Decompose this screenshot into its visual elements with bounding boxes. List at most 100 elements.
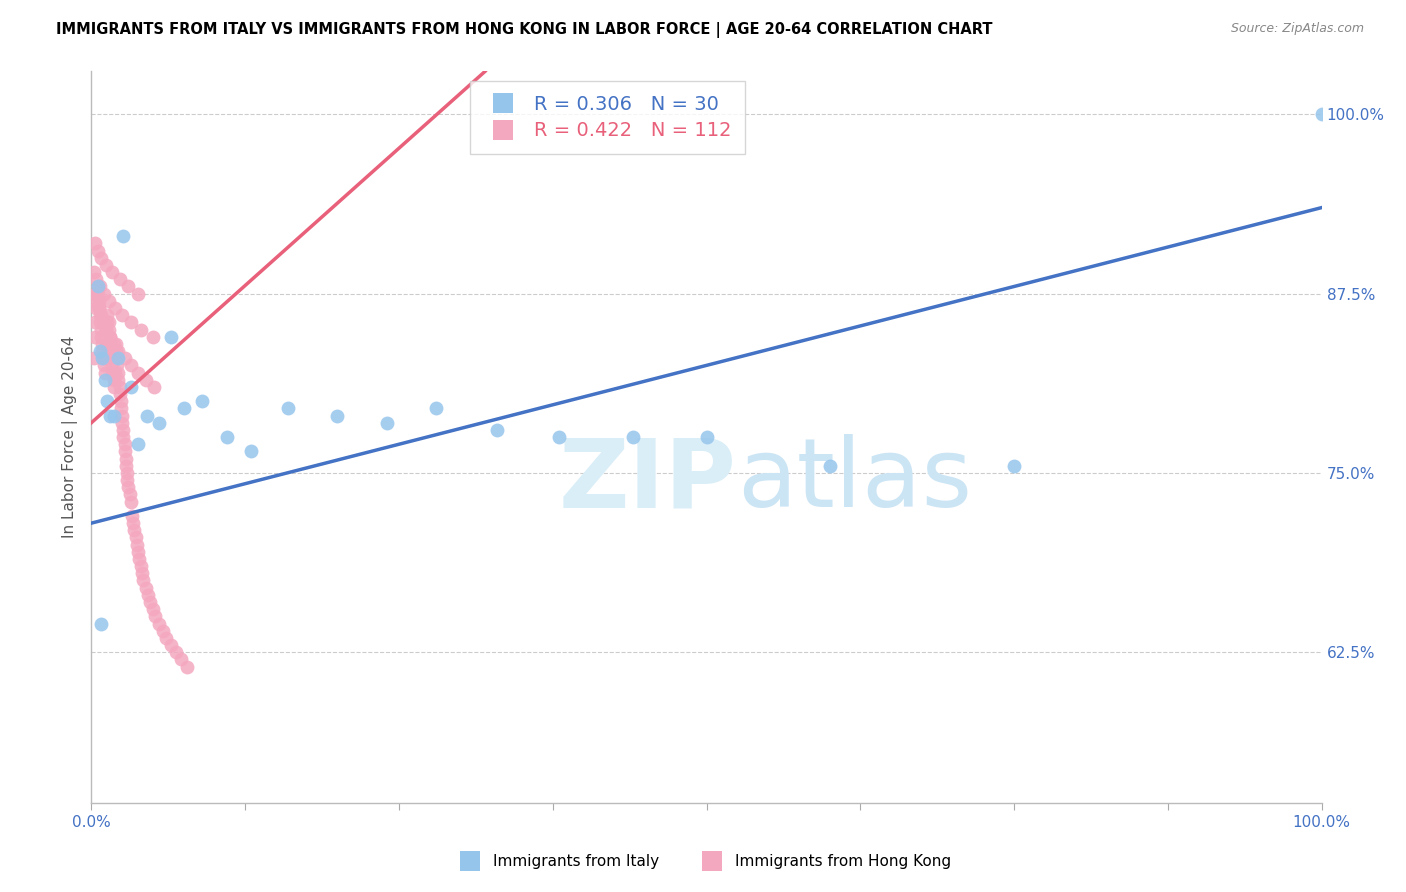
Point [94,366,117,380]
Point [108,380,131,394]
Point [111,409,134,423]
Point [108,272,131,286]
Point [93,359,115,373]
Point [127,545,149,559]
Point [152,624,174,638]
Point [86,279,108,293]
Point [90,329,112,343]
Point [105,336,127,351]
Point [104,351,127,366]
Point [122,516,145,530]
Point [91,336,114,351]
Point [111,416,134,430]
Point [93,315,115,329]
Point [176,659,198,673]
Point [117,480,139,494]
Point [135,373,156,387]
Point [155,631,177,645]
Point [107,373,129,387]
Point [103,380,125,394]
Point [136,588,159,602]
Point [94,351,117,366]
Point [127,286,149,301]
Point [120,380,142,394]
Point [818,458,841,473]
Point [124,531,146,545]
Point [240,444,263,458]
Point [98,329,121,343]
Point [96,315,118,329]
Point [1002,458,1025,473]
Legend: R = 0.306   N = 30, R = 0.422   N = 112: R = 0.306 N = 30, R = 0.422 N = 112 [470,81,745,154]
Point [100,351,122,366]
Point [96,322,117,336]
Point [93,351,115,366]
Point [86,286,108,301]
Point [425,401,447,416]
Point [110,401,132,416]
Point [101,265,124,279]
Point [173,401,195,416]
Point [96,308,118,322]
Point [1310,107,1333,121]
Point [90,322,112,336]
Point [135,581,156,595]
Point [114,444,136,458]
Point [96,394,118,409]
Point [112,229,135,244]
Point [191,394,214,409]
Point [114,351,136,366]
Point [165,645,187,659]
Point [129,322,152,336]
Point [87,301,110,315]
Point [103,409,125,423]
Point [107,366,129,380]
Point [98,329,121,343]
Point [120,494,142,508]
Point [131,566,153,581]
Point [215,430,238,444]
Point [83,351,105,366]
Point [94,373,117,387]
Point [104,301,127,315]
Point [84,329,107,343]
Point [105,351,128,366]
Point [114,437,136,451]
Point [87,301,110,315]
Point [120,315,142,329]
Point [142,602,165,616]
Point [104,366,127,380]
Point [112,423,135,437]
Point [84,286,107,301]
Point [486,423,509,437]
Point [148,416,170,430]
Point [86,286,108,301]
Point [96,322,117,336]
Point [105,359,128,373]
Point [86,279,108,293]
Point [125,538,148,552]
Point [170,652,193,666]
Point [89,315,111,329]
Point [91,344,114,359]
Point [128,552,150,566]
Text: IMMIGRANTS FROM ITALY VS IMMIGRANTS FROM HONG KONG IN LABOR FORCE | AGE 20-64 CO: IMMIGRANTS FROM ITALY VS IMMIGRANTS FROM… [56,22,993,38]
Point [117,279,139,293]
Point [86,272,108,286]
Point [96,258,117,272]
Point [89,308,111,322]
Text: atlas: atlas [737,434,973,527]
Point [110,394,132,409]
Point [90,251,112,265]
Point [124,524,146,538]
Point [98,336,121,351]
Point [114,458,138,473]
Point [83,265,105,279]
Point [129,559,152,574]
Point [89,344,111,359]
Point [86,301,108,315]
Point [93,286,115,301]
Point [132,574,155,588]
Point [112,430,135,444]
Point [101,359,124,373]
